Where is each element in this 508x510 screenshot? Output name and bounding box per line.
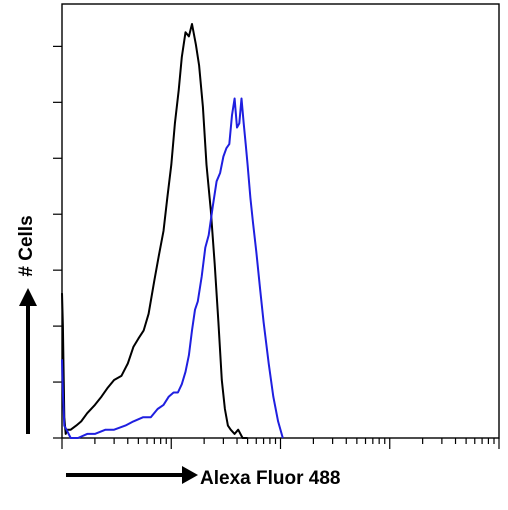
label-layer: Alexa Fluor 488 # Cells: [16, 215, 340, 489]
y-axis-label: # Cells: [16, 215, 37, 276]
x-axis-label: Alexa Fluor 488: [200, 468, 340, 489]
axes-layer: [53, 3, 500, 449]
x-axis-arrowhead: [182, 466, 198, 484]
histogram-series-2: [61, 97, 284, 439]
plot-frame: [61, 3, 500, 439]
series-layer: [61, 23, 284, 439]
histogram-series-1: [61, 23, 248, 439]
y-axis-arrowhead: [19, 288, 37, 306]
